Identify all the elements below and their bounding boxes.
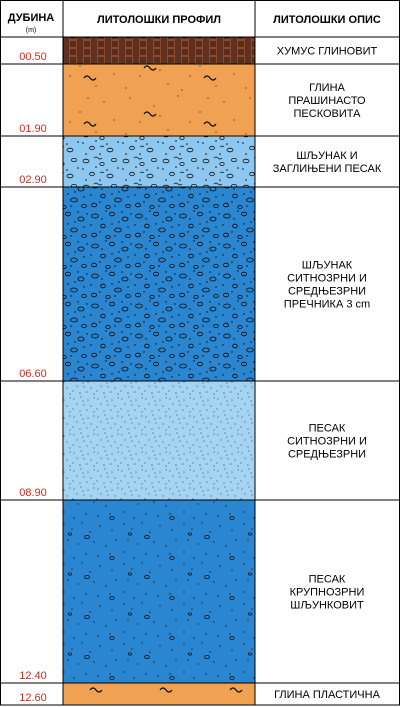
layer-description-line: ПЕСКОВИТА	[294, 108, 362, 120]
layer-description-line: ГЛИНА ПЛАСТИЧНА	[274, 689, 381, 701]
depth-label: 01.90	[19, 123, 47, 135]
header-description-title: ЛИТОЛОШКИ ОПИС	[273, 14, 381, 26]
layer-humus-fill	[63, 37, 255, 64]
layer-description-line: ПРАШИНАСТО	[288, 95, 366, 107]
layer-description-line: ГЛИНА	[309, 82, 345, 94]
header-depth-unit: (m)	[26, 27, 37, 34]
layer-description-line: ХУМУС ГЛИНОВИТ	[277, 46, 378, 58]
header-profile-title: ЛИТОЛОШКИ ПРОФИЛ	[97, 14, 221, 26]
layer-description-line: ПЕСАК	[309, 574, 346, 586]
depth-label: 12.40	[19, 670, 47, 682]
layer-description-line: ШЉУНКОВИТ	[290, 600, 364, 612]
layer-silty-clay-fill	[63, 64, 255, 136]
layer-coarse-sand-fill	[63, 500, 255, 683]
layer-gravel-fill	[63, 187, 255, 381]
layer-description-line: ШЉУНАК	[302, 260, 353, 272]
depth-label: 02.90	[19, 174, 47, 186]
layer-description-line: ПРЕЧНИКА 3 cm	[284, 299, 370, 311]
layer-description-line: ЗАГЛИЊЕНИ ПЕСАК	[273, 163, 382, 175]
depth-label: 08.90	[19, 487, 47, 499]
layer-description-line: КРУПНОЗРНИ	[290, 587, 365, 599]
layer-description-line: СРЕДЊЕЗРНИ	[288, 286, 366, 298]
layer-plastic-clay-fill	[63, 683, 255, 705]
layer-description-line: СИТНОЗРНИ И	[287, 273, 367, 285]
layer-description-line: СРЕДЊЕЗРНИ	[288, 449, 366, 461]
layer-description-line: ПЕСАК	[309, 423, 346, 435]
layer-description-line: СИТНОЗРНИ И	[287, 436, 367, 448]
header-depth-title: ДУБИНА	[8, 12, 55, 24]
layer-clayey-gravel-fill	[63, 136, 255, 187]
depth-label: 06.60	[19, 368, 47, 380]
layer-fine-sand-fill	[63, 381, 255, 500]
layer-description-line: ШЉУНАК И	[296, 150, 357, 162]
depth-label: 00.50	[19, 51, 47, 63]
depth-label: 12.60	[19, 692, 47, 704]
